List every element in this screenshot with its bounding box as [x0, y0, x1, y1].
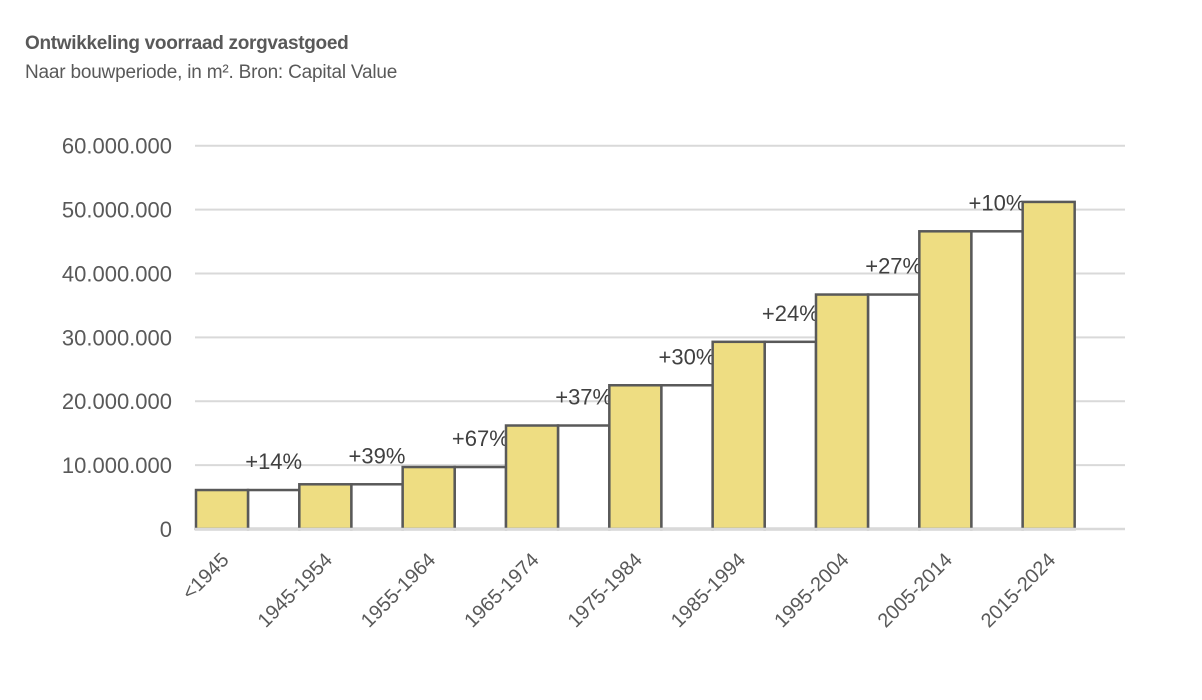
x-tick-label: 2005-2014: [874, 549, 957, 632]
x-tick-label: 1995-2004: [770, 549, 853, 632]
growth-label: +14%: [245, 449, 302, 474]
growth-label: +39%: [349, 443, 406, 468]
bar-2015-2024: [1021, 200, 1076, 531]
x-tick-label: 1985-1994: [667, 549, 750, 632]
bar-2005-2014: [918, 230, 973, 531]
x-tick-label: 2015-2024: [977, 549, 1060, 632]
bar-1995-2004: [814, 293, 870, 531]
y-tick-label: 10.000.000: [62, 453, 172, 478]
growth-label: +67%: [452, 426, 509, 451]
x-tick-label: <1945: [178, 549, 233, 604]
growth-label: +30%: [659, 344, 716, 369]
step-connector: [246, 488, 301, 531]
x-tick-label: 1945-1954: [254, 549, 337, 632]
x-tick-label: 1975-1984: [564, 549, 647, 632]
step-connector: [866, 293, 921, 531]
bar-1955-1964: [401, 465, 456, 531]
y-tick-label: 50.000.000: [62, 198, 172, 223]
growth-label: +24%: [762, 301, 819, 326]
y-tick-label: 40.000.000: [62, 261, 172, 286]
bar-1945-1954: [298, 483, 353, 531]
bar-<1945: [194, 488, 250, 531]
bar-1965-1974: [504, 424, 560, 531]
chart-title: Ontwikkeling voorraad zorgvastgoed: [25, 33, 349, 54]
bar-1975-1984: [608, 384, 663, 531]
bar-1985-1994: [711, 340, 766, 531]
step-connector: [970, 230, 1024, 531]
x-tick-label: 1955-1964: [357, 549, 440, 632]
chart-subtitle: Naar bouwperiode, in m². Bron: Capital V…: [25, 62, 398, 83]
growth-label: +10%: [969, 190, 1026, 215]
y-tick-label: 60.000.000: [62, 134, 172, 159]
y-tick-label: 30.000.000: [62, 325, 172, 350]
growth-label: +27%: [865, 254, 922, 279]
step-connector: [556, 424, 611, 531]
step-connector: [763, 340, 818, 531]
step-connector: [350, 483, 404, 531]
y-tick-label: 20.000.000: [62, 389, 172, 414]
step-connector: [453, 465, 508, 531]
growth-label: +37%: [555, 385, 612, 410]
x-tick-label: 1965-1974: [460, 549, 543, 632]
y-tick-label: 0: [160, 517, 172, 542]
step-connector: [660, 384, 714, 531]
